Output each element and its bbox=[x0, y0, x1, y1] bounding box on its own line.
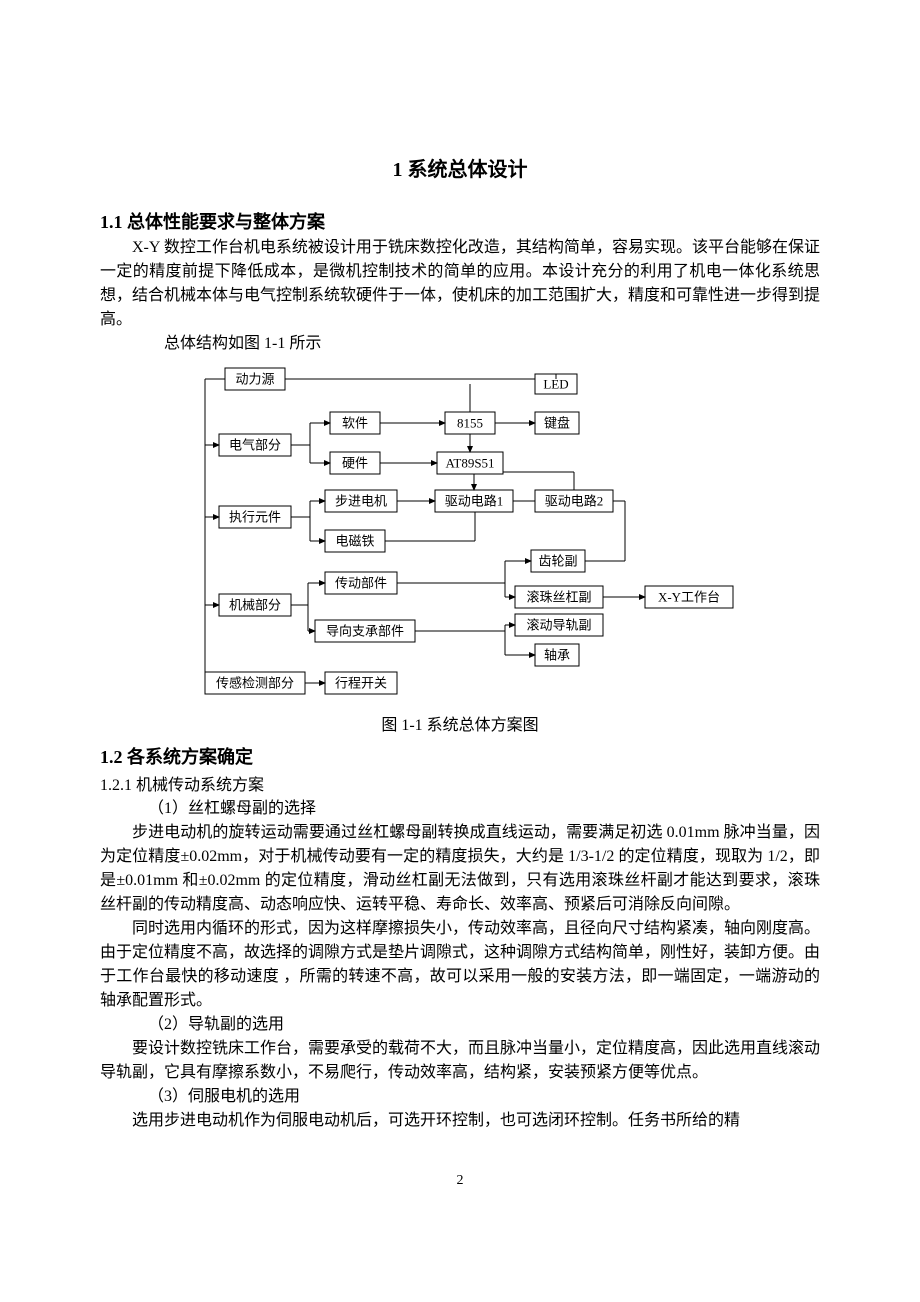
node-transmission: 传动部件 bbox=[335, 576, 387, 591]
figure-1-1: 动力源 电气部分 执行元件 机械部分 传感检测部分 软件 硬件 步进电机 电磁铁… bbox=[100, 362, 820, 707]
list-item-3: （3）伺服电机的选用 bbox=[100, 1085, 820, 1109]
subsection-1-2-1: 1.2.1 机械传动系统方案 bbox=[100, 771, 820, 795]
node-drive2: 驱动电路2 bbox=[545, 494, 604, 509]
node-8155: 8155 bbox=[457, 416, 483, 431]
page-number: 2 bbox=[100, 1173, 820, 1189]
node-power: 动力源 bbox=[235, 372, 274, 387]
node-gear: 齿轮副 bbox=[538, 554, 577, 569]
node-guide: 导向支承部件 bbox=[326, 624, 404, 639]
node-xytable: X-Y工作台 bbox=[658, 590, 720, 605]
system-diagram: 动力源 电气部分 执行元件 机械部分 传感检测部分 软件 硬件 步进电机 电磁铁… bbox=[175, 362, 745, 702]
node-mechanical: 机械部分 bbox=[229, 598, 281, 613]
paragraph: 要设计数控铣床工作台，需要承受的载荷不大，而且脉冲当量小，定位精度高，因此选用直… bbox=[100, 1037, 820, 1085]
section-1-2-title: 1.2 各系统方案确定 bbox=[100, 743, 820, 769]
node-bearing: 轴承 bbox=[544, 648, 570, 663]
list-item-1: （1）丝杠螺母副的选择 bbox=[100, 797, 820, 821]
chapter-title: 1 系统总体设计 bbox=[100, 153, 820, 182]
node-actuator: 执行元件 bbox=[229, 510, 281, 525]
node-ballscrew: 滚珠丝杠副 bbox=[526, 590, 591, 605]
paragraph: 总体结构如图 1-1 所示 bbox=[100, 332, 820, 356]
paragraph: 同时选用内循环的形式，因为这样摩擦损失小，传动效率高，且径向尺寸结构紧凑，轴向刚… bbox=[100, 917, 820, 1013]
node-drive1: 驱动电路1 bbox=[445, 494, 504, 509]
list-item-2: （2）导轨副的选用 bbox=[100, 1013, 820, 1037]
node-at89s51: AT89S51 bbox=[445, 456, 494, 471]
figure-caption: 图 1-1 系统总体方案图 bbox=[100, 711, 820, 735]
node-limit: 行程开关 bbox=[335, 676, 387, 691]
paragraph: 步进电动机的旋转运动需要通过丝杠螺母副转换成直线运动，需要满足初选 0.01mm… bbox=[100, 821, 820, 917]
node-rail: 滚动导轨副 bbox=[526, 618, 591, 633]
section-1-1-title: 1.1 总体性能要求与整体方案 bbox=[100, 208, 820, 234]
paragraph: 选用步进电动机作为伺服电动机后，可选开环控制，也可选闭环控制。任务书所给的精 bbox=[100, 1109, 820, 1133]
node-electrical: 电气部分 bbox=[229, 438, 281, 453]
node-keyboard: 键盘 bbox=[544, 416, 570, 431]
node-stepper: 步进电机 bbox=[335, 494, 387, 509]
node-hardware: 硬件 bbox=[342, 456, 368, 471]
node-solenoid: 电磁铁 bbox=[335, 534, 374, 549]
document-page: 1 系统总体设计 1.1 总体性能要求与整体方案 X-Y 数控工作台机电系统被设… bbox=[0, 0, 920, 1249]
node-software: 软件 bbox=[342, 416, 368, 431]
paragraph: X-Y 数控工作台机电系统被设计用于铣床数控化改造，其结构简单，容易实现。该平台… bbox=[100, 236, 820, 332]
node-sensor: 传感检测部分 bbox=[216, 676, 294, 691]
